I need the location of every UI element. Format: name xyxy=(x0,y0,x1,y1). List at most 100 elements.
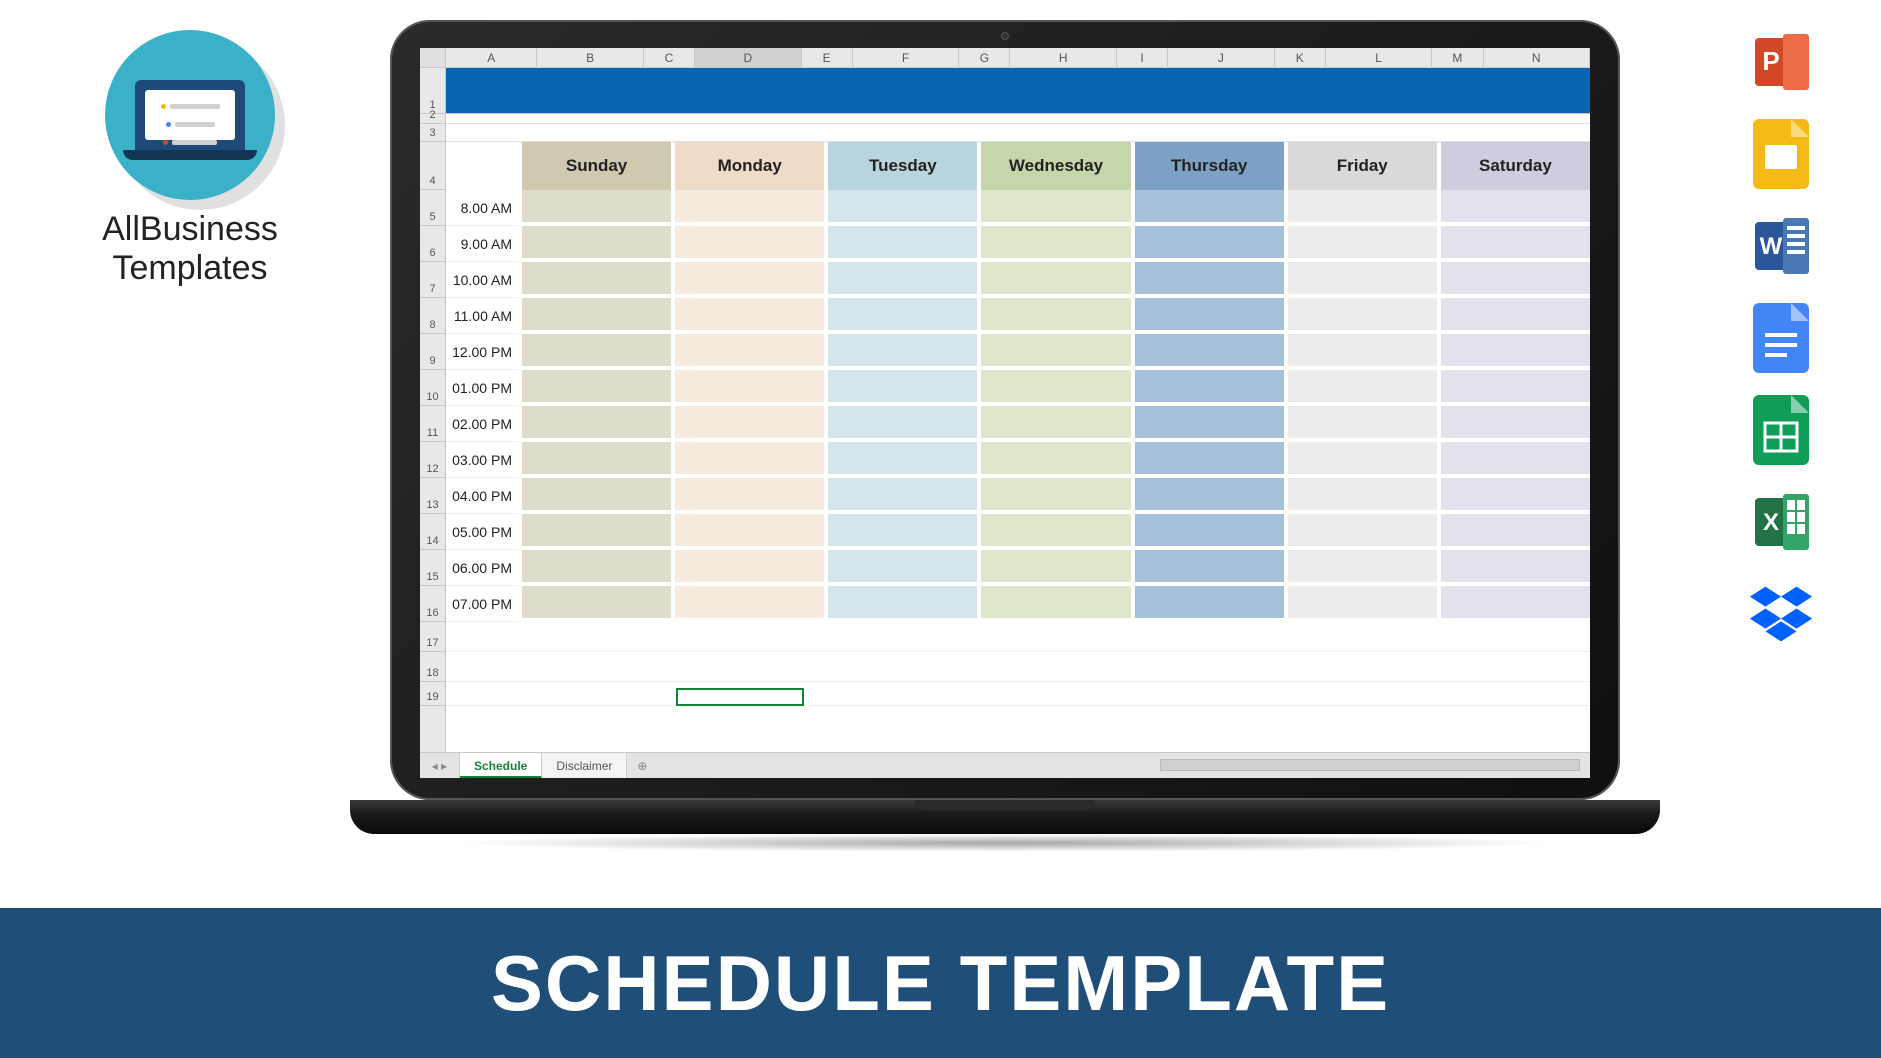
schedule-cell[interactable] xyxy=(671,262,824,298)
row-header-9[interactable]: 9 xyxy=(420,334,445,370)
schedule-cell[interactable] xyxy=(1437,514,1590,550)
schedule-cell[interactable] xyxy=(1437,550,1590,586)
schedule-cell[interactable] xyxy=(1284,550,1437,586)
column-headers[interactable]: ABCDEFGHIJKLMN xyxy=(420,48,1590,68)
col-header-G[interactable]: G xyxy=(959,48,1010,67)
schedule-cell[interactable] xyxy=(824,586,977,622)
schedule-cell[interactable] xyxy=(1437,478,1590,514)
schedule-cell[interactable] xyxy=(824,190,977,226)
schedule-cell[interactable] xyxy=(1131,442,1284,478)
schedule-cell[interactable] xyxy=(1284,262,1437,298)
schedule-cell[interactable] xyxy=(1437,226,1590,262)
row-header-16[interactable]: 16 xyxy=(420,586,445,622)
schedule-cell[interactable] xyxy=(1131,514,1284,550)
schedule-cell[interactable] xyxy=(977,370,1130,406)
row-header-13[interactable]: 13 xyxy=(420,478,445,514)
schedule-cell[interactable] xyxy=(824,370,977,406)
schedule-cell[interactable] xyxy=(824,226,977,262)
schedule-cell[interactable] xyxy=(518,478,671,514)
col-header-H[interactable]: H xyxy=(1010,48,1116,67)
schedule-cell[interactable] xyxy=(1284,190,1437,226)
row-header-6[interactable]: 6 xyxy=(420,226,445,262)
schedule-cell[interactable] xyxy=(824,478,977,514)
row-header-11[interactable]: 11 xyxy=(420,406,445,442)
row-header-4[interactable]: 4 xyxy=(420,142,445,190)
schedule-cell[interactable] xyxy=(671,226,824,262)
schedule-cell[interactable] xyxy=(671,406,824,442)
schedule-cell[interactable] xyxy=(671,478,824,514)
schedule-cell[interactable] xyxy=(518,550,671,586)
schedule-cell[interactable] xyxy=(1437,586,1590,622)
row-header-8[interactable]: 8 xyxy=(420,298,445,334)
schedule-cell[interactable] xyxy=(1284,334,1437,370)
schedule-cell[interactable] xyxy=(977,514,1130,550)
tab-nav[interactable]: ◂ ▸ xyxy=(420,753,460,778)
schedule-cell[interactable] xyxy=(518,514,671,550)
sheet-tab-schedule[interactable]: Schedule xyxy=(460,753,542,778)
schedule-cell[interactable] xyxy=(977,226,1130,262)
schedule-cell[interactable] xyxy=(977,442,1130,478)
schedule-cell[interactable] xyxy=(1131,190,1284,226)
schedule-cell[interactable] xyxy=(671,370,824,406)
schedule-cell[interactable] xyxy=(824,406,977,442)
add-sheet-button[interactable]: ⊕ xyxy=(627,753,657,778)
row-header-10[interactable]: 10 xyxy=(420,370,445,406)
schedule-cell[interactable] xyxy=(1284,478,1437,514)
row-headers[interactable]: 12345678910111213141516171819 xyxy=(420,68,446,752)
schedule-cell[interactable] xyxy=(671,550,824,586)
col-header-M[interactable]: M xyxy=(1432,48,1483,67)
schedule-cell[interactable] xyxy=(824,514,977,550)
schedule-cell[interactable] xyxy=(518,586,671,622)
col-header-B[interactable]: B xyxy=(537,48,643,67)
schedule-cell[interactable] xyxy=(1437,298,1590,334)
schedule-cell[interactable] xyxy=(977,550,1130,586)
row-header-2[interactable]: 2 xyxy=(420,114,445,124)
schedule-cell[interactable] xyxy=(1131,550,1284,586)
col-header-D[interactable]: D xyxy=(695,48,801,67)
schedule-cell[interactable] xyxy=(1284,586,1437,622)
schedule-cell[interactable] xyxy=(824,550,977,586)
schedule-cell[interactable] xyxy=(1437,262,1590,298)
schedule-cell[interactable] xyxy=(518,334,671,370)
schedule-cell[interactable] xyxy=(1131,370,1284,406)
schedule-cell[interactable] xyxy=(977,478,1130,514)
schedule-cell[interactable] xyxy=(977,262,1130,298)
row-header-14[interactable]: 14 xyxy=(420,514,445,550)
row-header-5[interactable]: 5 xyxy=(420,190,445,226)
col-header-J[interactable]: J xyxy=(1168,48,1274,67)
schedule-cell[interactable] xyxy=(518,298,671,334)
schedule-cell[interactable] xyxy=(977,298,1130,334)
schedule-cell[interactable] xyxy=(671,298,824,334)
schedule-cell[interactable] xyxy=(1131,298,1284,334)
col-header-L[interactable]: L xyxy=(1326,48,1432,67)
row-header-3[interactable]: 3 xyxy=(420,124,445,142)
schedule-cell[interactable] xyxy=(518,406,671,442)
col-header-F[interactable]: F xyxy=(853,48,959,67)
schedule-cell[interactable] xyxy=(977,406,1130,442)
row-header-12[interactable]: 12 xyxy=(420,442,445,478)
schedule-cell[interactable] xyxy=(1131,334,1284,370)
schedule-cell[interactable] xyxy=(1131,226,1284,262)
col-header-C[interactable]: C xyxy=(644,48,695,67)
row-header-18[interactable]: 18 xyxy=(420,652,445,682)
schedule-cell[interactable] xyxy=(824,442,977,478)
schedule-cell[interactable] xyxy=(824,334,977,370)
col-header-N[interactable]: N xyxy=(1484,48,1590,67)
schedule-cell[interactable] xyxy=(1437,406,1590,442)
schedule-cell[interactable] xyxy=(518,226,671,262)
row-header-7[interactable]: 7 xyxy=(420,262,445,298)
schedule-cell[interactable] xyxy=(518,190,671,226)
sheet-grid[interactable]: SundayMondayTuesdayWednesdayThursdayFrid… xyxy=(446,68,1590,752)
row-header-19[interactable]: 19 xyxy=(420,682,445,706)
schedule-cell[interactable] xyxy=(1284,298,1437,334)
schedule-cell[interactable] xyxy=(1284,442,1437,478)
schedule-cell[interactable] xyxy=(1284,406,1437,442)
schedule-cell[interactable] xyxy=(671,514,824,550)
schedule-cell[interactable] xyxy=(824,298,977,334)
row-header-17[interactable]: 17 xyxy=(420,622,445,652)
schedule-cell[interactable] xyxy=(671,442,824,478)
schedule-cell[interactable] xyxy=(824,262,977,298)
schedule-cell[interactable] xyxy=(1437,334,1590,370)
schedule-cell[interactable] xyxy=(1284,226,1437,262)
schedule-cell[interactable] xyxy=(1131,586,1284,622)
